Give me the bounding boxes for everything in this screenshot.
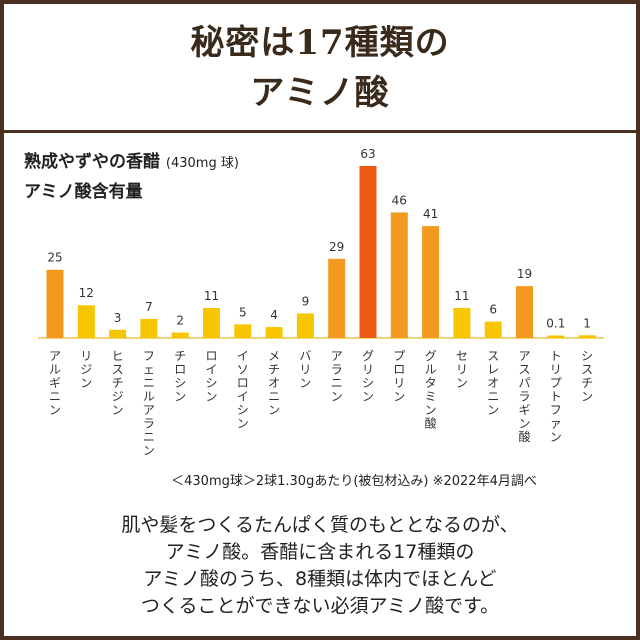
bar-4 [171, 332, 189, 338]
category-label-10: グリシン [362, 349, 374, 404]
bar-8 [296, 313, 314, 338]
value-label-13: 11 [454, 289, 469, 303]
description-line2: アミノ酸。香醋に含まれる17種類の [165, 541, 475, 563]
value-label-5: 11 [204, 289, 219, 303]
bar-3 [140, 318, 158, 338]
description-line4: つくることができない必須アミノ酸です。 [140, 595, 500, 617]
bar-12 [422, 226, 440, 338]
chart-title: 熟成やずやの香醋 (430mg 球) アミノ酸含有量 [24, 148, 239, 206]
value-label-10: 63 [360, 147, 375, 161]
description-line3: アミノ酸のうち、8種類は体内でほとんど [143, 568, 497, 590]
category-label-7: メチオニン [268, 349, 280, 417]
value-label-7: 4 [270, 308, 278, 322]
bar-17 [578, 335, 596, 338]
category-label-16: トリプトファン [550, 349, 562, 444]
value-label-4: 2 [176, 314, 184, 328]
category-label-11: プロリン [393, 349, 405, 404]
category-label-13: セリン [456, 349, 468, 390]
chart-title-sub: (430mg 球) [165, 156, 239, 171]
header-banner: 秘密は17種類の アミノ酸 [4, 4, 636, 133]
category-label-15: アスパラギン酸 [518, 349, 530, 444]
bar-10 [359, 166, 377, 338]
header-title-line2: アミノ酸 [250, 73, 390, 113]
value-label-15: 19 [517, 267, 532, 281]
value-label-8: 9 [302, 294, 310, 308]
value-label-2: 3 [114, 311, 122, 325]
bar-15 [516, 286, 533, 338]
value-label-17: 1 [583, 316, 591, 330]
value-label-14: 6 [489, 303, 497, 317]
category-label-1: リジン [80, 349, 92, 390]
bar-7 [265, 327, 283, 338]
category-label-3: フェニルアラニン [143, 349, 155, 458]
category-label-5: ロイシン [205, 349, 217, 404]
bar-16 [547, 335, 565, 338]
footnote: ＜430mg球＞2球1.30gあたり(被包材込み) ※2022年4月調べ [171, 474, 537, 489]
bar-6 [234, 324, 252, 338]
category-label-4: チロシン [174, 349, 186, 404]
value-label-11: 46 [392, 193, 407, 207]
category-label-17: シスチン [581, 349, 593, 404]
bar-chart: 25 アルギニン 12 リジン 3 ヒスチジン 7 フェニルアラニン 2 チロシン 11 ロイシン 5 イ… [38, 147, 604, 458]
value-label-12: 41 [423, 207, 438, 221]
bar-0 [46, 269, 64, 338]
bar-1 [77, 305, 95, 338]
category-label-9: アラニン [331, 349, 343, 404]
bar-14 [484, 321, 502, 338]
bar-2 [109, 329, 127, 338]
description-text: 肌や髪をつくるたんぱく質のもととなるのが、 アミノ酸。香醋に含まれる17種類の … [0, 512, 640, 620]
category-label-14: スレオニン [487, 349, 499, 417]
chart-title-main: 熟成やずやの香醋 [24, 152, 160, 172]
category-label-8: バリン [299, 349, 311, 390]
header-title-line1: 秘密は17種類の [190, 23, 450, 63]
value-label-1: 12 [79, 286, 94, 300]
bar-9 [328, 258, 346, 338]
value-label-9: 29 [329, 240, 344, 254]
bar-5 [203, 307, 220, 338]
chart-title-line2: アミノ酸含有量 [24, 182, 143, 202]
category-label-12: グルタミン酸 [425, 349, 437, 431]
bar-13 [453, 307, 471, 338]
value-label-0: 25 [47, 251, 62, 265]
value-label-6: 5 [239, 305, 247, 319]
category-label-2: ヒスチジン [112, 349, 124, 417]
category-label-6: イソロイシン [237, 349, 249, 431]
description-line1: 肌や髪をつくるたんぱく質のもととなるのが、 [121, 514, 519, 536]
value-label-16: 0.1 [546, 317, 565, 331]
category-label-0: アルギニン [49, 349, 61, 417]
bar-11 [390, 212, 408, 338]
value-label-3: 7 [145, 300, 153, 314]
